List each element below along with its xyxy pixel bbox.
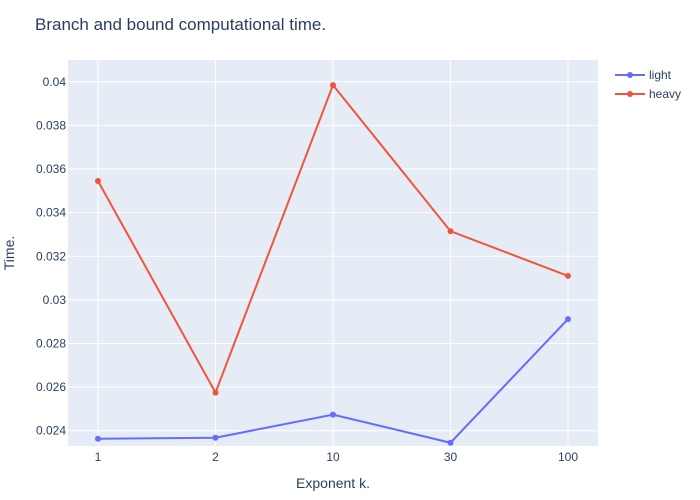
data-point-light[interactable] — [212, 434, 219, 441]
data-point-heavy[interactable] — [447, 228, 454, 235]
legend-label: light — [649, 68, 672, 82]
data-point-heavy[interactable] — [330, 82, 336, 89]
series-heavy — [95, 82, 571, 396]
y-axis-title: Time. — [1, 236, 17, 270]
x-axis-title: Exponent k. — [296, 475, 370, 491]
legend-item-light[interactable]: light — [615, 68, 672, 82]
x-tick-label: 1 — [95, 450, 102, 464]
x-tick-label: 2 — [212, 450, 219, 464]
legend-marker — [627, 72, 633, 78]
x-tick-label: 10 — [326, 450, 340, 464]
data-point-light[interactable] — [95, 435, 101, 442]
x-tick-labels: 1 2 10 30 100 — [95, 450, 579, 464]
y-tick-label: 0.03 — [43, 293, 67, 307]
y-tick-label: 0.034 — [36, 206, 66, 220]
data-point-light[interactable] — [330, 411, 336, 418]
y-tick-label: 0.036 — [36, 162, 66, 176]
y-tick-labels: 0.024 0.026 0.028 0.03 0.032 0.034 0.036 0.038 0… — [36, 75, 66, 438]
x-tick-label: 30 — [444, 450, 458, 464]
series-light — [95, 316, 571, 446]
chart-title: Branch and bound computational time. — [35, 15, 326, 34]
x-gridlines — [97, 60, 569, 446]
y-tick-label: 0.026 — [36, 380, 66, 394]
data-point-heavy[interactable] — [212, 389, 219, 396]
legend-label: heavy — [649, 87, 681, 101]
y-tick-label: 0.024 — [36, 424, 66, 438]
data-point-light[interactable] — [565, 316, 571, 323]
data-point-heavy[interactable] — [565, 272, 571, 279]
y-tick-label: 0.038 — [36, 118, 66, 132]
legend[interactable]: light heavy — [615, 68, 681, 101]
series-layer — [95, 82, 571, 446]
y-tick-label: 0.032 — [36, 249, 66, 263]
legend-marker — [627, 91, 633, 97]
x-tick-label: 100 — [558, 450, 578, 464]
legend-item-heavy[interactable]: heavy — [615, 87, 681, 101]
data-point-heavy[interactable] — [95, 178, 101, 185]
y-tick-label: 0.04 — [43, 75, 67, 89]
data-point-light[interactable] — [447, 439, 454, 446]
y-gridlines — [68, 81, 598, 432]
y-tick-label: 0.028 — [36, 337, 66, 351]
